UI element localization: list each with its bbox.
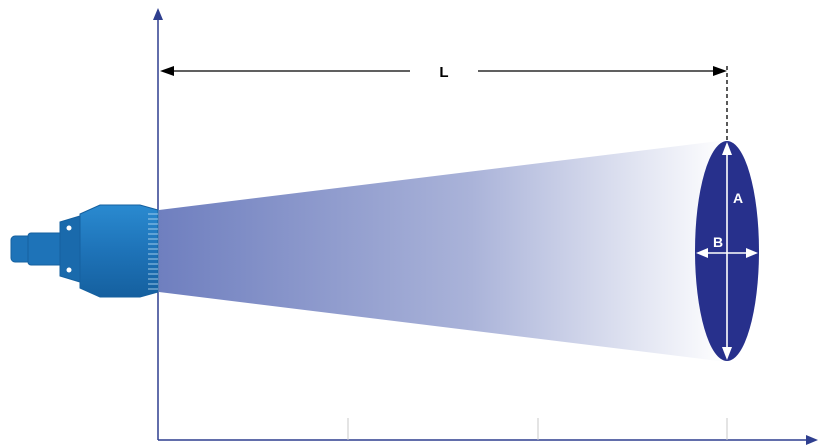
major-axis-label: A — [733, 190, 743, 206]
minor-axis-label: B — [713, 234, 723, 250]
major-axis-arrow — [722, 142, 732, 360]
nozzle-icon — [10, 204, 159, 298]
length-dimension — [160, 66, 728, 140]
horizontal-axis — [158, 435, 818, 445]
length-label: L — [439, 64, 448, 81]
spray-cone — [159, 140, 727, 362]
minor-axis-arrow — [696, 248, 758, 258]
